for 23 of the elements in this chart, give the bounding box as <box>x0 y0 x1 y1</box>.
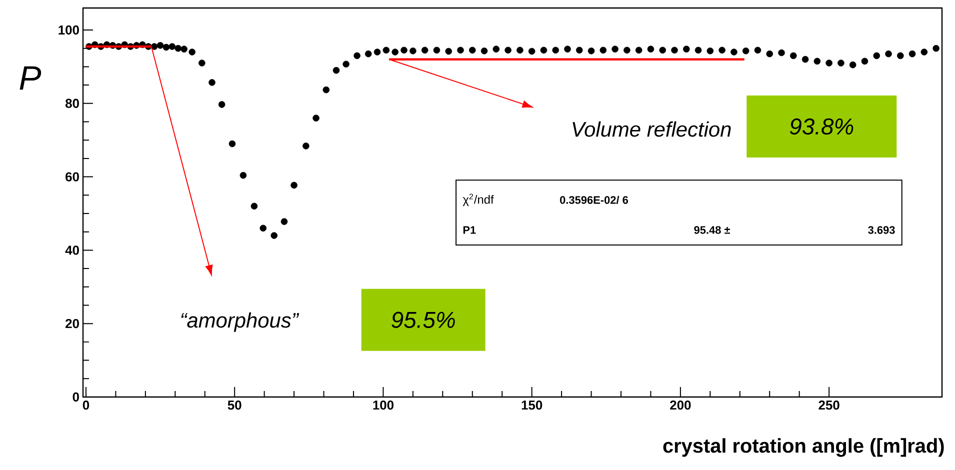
x-tick-label: 50 <box>228 400 242 410</box>
x-tick-label: 100 <box>373 400 394 410</box>
annotation: 95.5% <box>392 312 455 328</box>
annotation: 95.48 ± <box>694 226 730 234</box>
x-tick-label: 250 <box>818 400 840 410</box>
annotation: 0.3596E-02/ 6 <box>560 196 628 204</box>
annotation: Volume reflection <box>572 121 731 137</box>
y-tick-label: 40 <box>65 246 79 255</box>
y-tick-label: 80 <box>65 98 79 108</box>
annotation: 93.8% <box>790 118 854 135</box>
x-tick-label: 150 <box>522 400 542 410</box>
annotation: “amorphous” <box>181 312 300 332</box>
x-tick-label: 0 <box>82 400 90 410</box>
annotation: 3.693 <box>868 226 895 234</box>
x-axis-title: crystal rotation angle ([m]rad) <box>663 438 944 457</box>
y-tick-label: 20 <box>66 319 79 328</box>
y-tick-label: 100 <box>58 25 79 35</box>
x-tick-label: 200 <box>670 400 691 410</box>
annotation: P1 <box>463 226 476 234</box>
y-tick-label: 60 <box>66 172 79 182</box>
y-axis-title: P <box>20 66 42 90</box>
annotation: χ$^{2}$/ndf <box>462 194 494 206</box>
y-tick-label: 0 <box>72 392 79 402</box>
